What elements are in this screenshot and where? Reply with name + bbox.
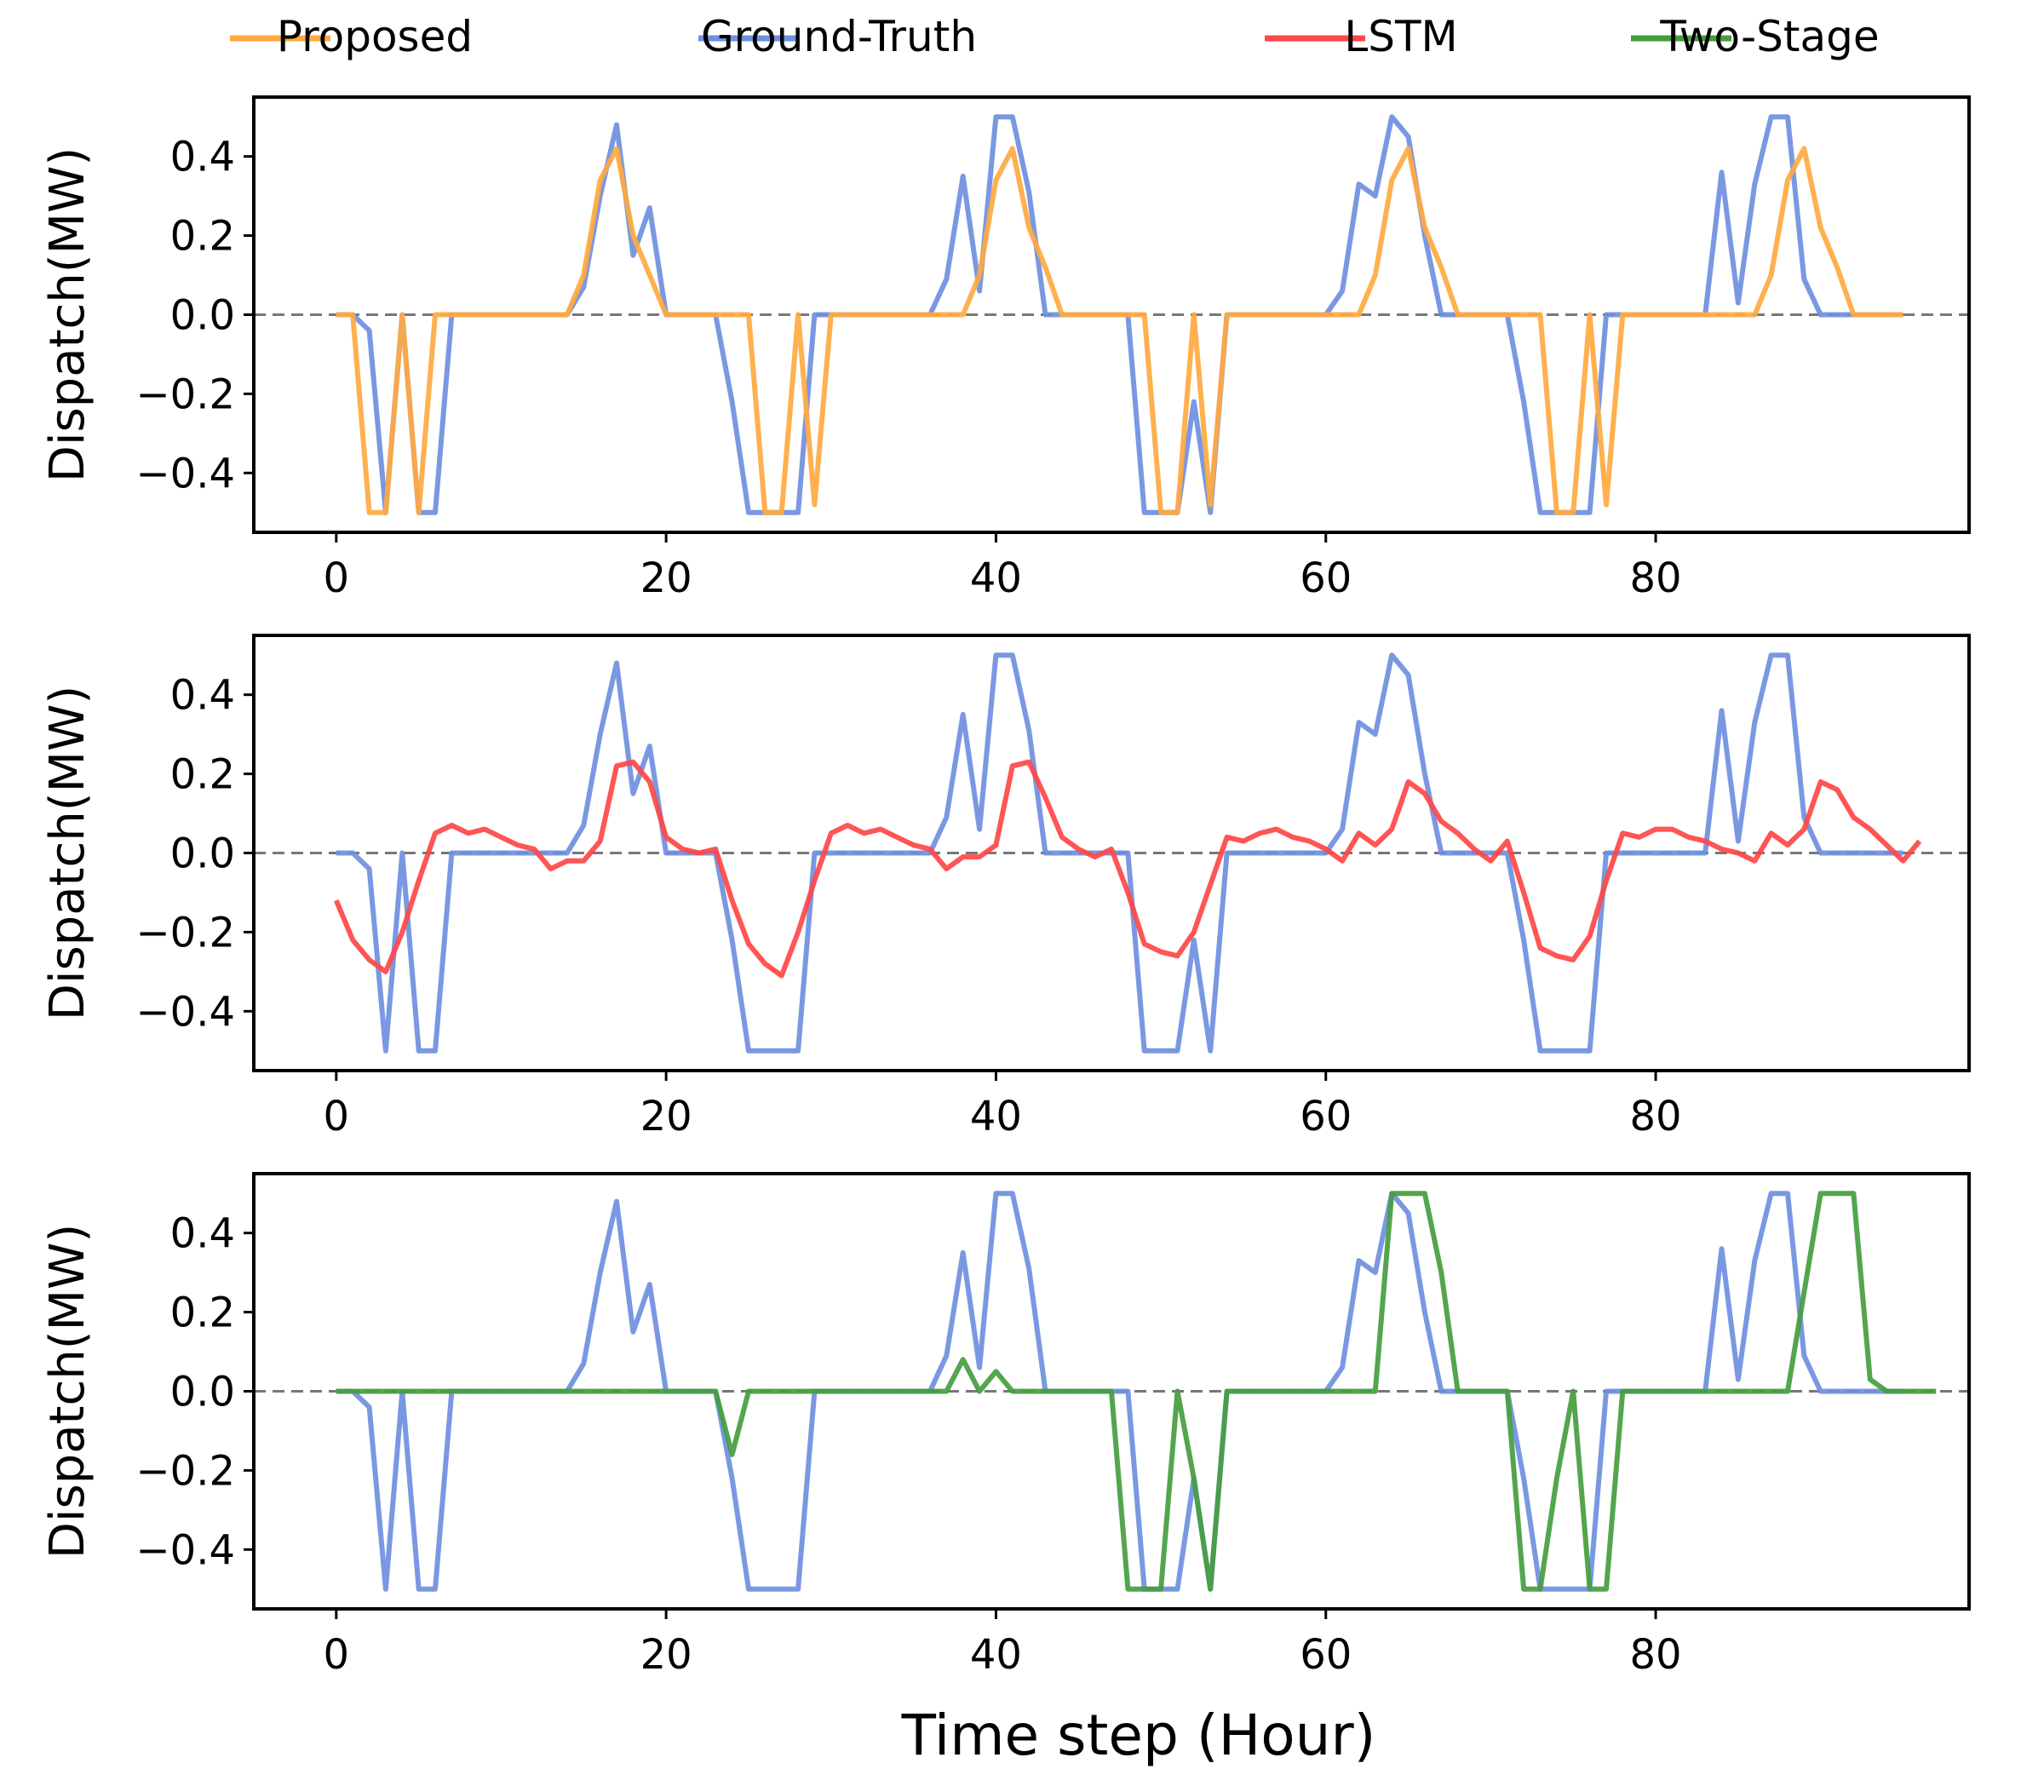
legend-item-proposed: Proposed <box>230 12 473 61</box>
x-axis-label: Time step (Hour) <box>901 1703 1376 1768</box>
y-tick-label: −0.2 <box>135 1447 235 1495</box>
y-tick-label: 0.2 <box>170 1289 235 1337</box>
x-tick-label: 60 <box>1300 1631 1352 1679</box>
legend: Proposed Ground-Truth LSTM Two-Stage <box>230 12 1880 61</box>
y-tick-label: 0.4 <box>170 672 235 720</box>
legend-item-ground-truth: Ground-Truth <box>698 12 977 61</box>
series-ground-truth <box>336 652 1903 1054</box>
series-proposed <box>336 146 1903 515</box>
x-tick-label: 40 <box>970 1093 1022 1140</box>
x-tick-label: 80 <box>1630 1093 1682 1140</box>
y-tick-label: 0.4 <box>170 1210 235 1258</box>
panel-2: 0 20 40 60 80 −0.4 −0.2 0.0 0.2 0.4 Dispatch(MW) <box>40 634 1971 1140</box>
y-tick-label: −0.4 <box>135 988 235 1036</box>
x-tick-label: 0 <box>324 1631 350 1679</box>
panel-1: 0 20 40 60 80 −0.4 −0.2 0.0 0.2 0.4 Dispatch(MW) <box>40 95 1971 602</box>
x-tick-label: 60 <box>1300 554 1352 602</box>
x-tick-label: 20 <box>640 1093 692 1140</box>
legend-label: Ground-Truth <box>701 12 977 61</box>
x-tick-label: 40 <box>970 554 1022 602</box>
y-axis-label: Dispatch(MW) <box>40 1224 95 1559</box>
y-tick-label: 0.2 <box>170 213 235 261</box>
y-tick-label: 0.0 <box>170 830 235 878</box>
x-tick-label: 60 <box>1300 1093 1352 1140</box>
y-tick-label: −0.2 <box>135 909 235 956</box>
x-tick-label: 80 <box>1630 554 1682 602</box>
x-tick-label: 0 <box>324 554 350 602</box>
legend-label: LSTM <box>1344 12 1457 61</box>
y-tick-label: −0.4 <box>135 450 235 497</box>
series-lstm <box>334 759 1922 979</box>
x-tick-label: 20 <box>640 1631 692 1679</box>
panels: 0 20 40 60 80 −0.4 −0.2 0.0 0.2 0.4 Dispatch(MW) 0 2… <box>40 95 1971 1679</box>
y-tick-label: 0.4 <box>170 134 235 181</box>
y-tick-label: 0.0 <box>170 1369 235 1416</box>
y-tick-label: 0.2 <box>170 751 235 799</box>
x-tick-label: 0 <box>324 1093 350 1140</box>
series-two-stage <box>336 1191 1937 1592</box>
y-tick-label: 0.0 <box>170 292 235 340</box>
y-axis-label: Dispatch(MW) <box>40 147 95 482</box>
y-tick-label: −0.2 <box>135 370 235 418</box>
legend-item-two-stage: Two-Stage <box>1631 12 1880 61</box>
x-tick-label: 20 <box>640 554 692 602</box>
panel-3: 0 20 40 60 80 −0.4 −0.2 0.0 0.2 0.4 Dispatch(MW) <box>40 1172 1971 1679</box>
y-axis-label: Dispatch(MW) <box>40 686 95 1020</box>
x-tick-label: 80 <box>1630 1631 1682 1679</box>
legend-label: Proposed <box>277 12 473 61</box>
y-tick-label: −0.4 <box>135 1526 235 1574</box>
legend-label: Two-Stage <box>1659 12 1879 61</box>
x-tick-label: 40 <box>970 1631 1022 1679</box>
legend-item-lstm: LSTM <box>1265 12 1458 61</box>
